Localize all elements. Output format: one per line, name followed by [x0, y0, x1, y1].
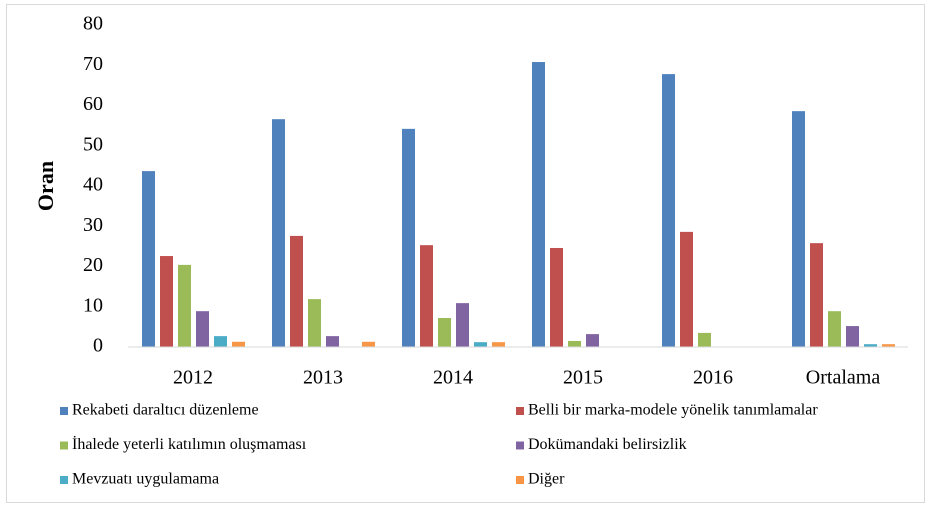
bar [290, 235, 303, 347]
x-tick-label: 2013 [303, 367, 343, 389]
bar [142, 171, 155, 347]
y-tick-label: 60 [83, 93, 103, 115]
x-tick-label: 2016 [693, 367, 733, 389]
chart-border [6, 4, 925, 503]
y-tick-label: 10 [83, 294, 103, 316]
bar [474, 342, 487, 347]
legend-label: Dokümandaki belirsizlik [528, 436, 687, 453]
bar [586, 334, 599, 347]
bar [214, 336, 227, 347]
x-tick-label: 2012 [173, 367, 213, 389]
legend-swatch [516, 407, 524, 415]
bar [792, 111, 805, 347]
legend-label: İhalede yeterli katılımın oluşmaması [72, 435, 307, 453]
bar [456, 303, 469, 347]
bar [568, 340, 581, 347]
legend-swatch [60, 441, 68, 450]
bar [178, 264, 191, 347]
y-tick-label: 70 [83, 53, 103, 75]
bar [846, 326, 859, 347]
bar [550, 247, 563, 347]
legend-swatch [516, 441, 524, 450]
bar [882, 344, 895, 347]
bar [828, 311, 841, 347]
bar [196, 311, 209, 347]
bar [232, 341, 245, 347]
bar [532, 62, 545, 347]
y-tick-label: 30 [83, 214, 103, 236]
bar [810, 243, 823, 347]
legend-label: Belli bir marka-modele yönelik tanımlama… [528, 402, 818, 419]
x-tick-label: 2015 [563, 367, 603, 389]
x-tick-label: 2014 [433, 367, 473, 389]
y-tick-label: 40 [83, 174, 103, 196]
bar [680, 231, 693, 347]
bar [492, 342, 505, 347]
legend-swatch [60, 407, 68, 415]
legend-swatch [516, 476, 524, 484]
bar [362, 341, 375, 347]
x-tick-label: Ortalama [806, 367, 881, 389]
bar [160, 256, 173, 347]
bar [326, 336, 339, 347]
legend-swatch [60, 476, 68, 484]
bar [420, 245, 433, 347]
y-tick-label: 0 [93, 335, 103, 357]
bar [402, 128, 415, 347]
y-tick-label: 20 [83, 254, 103, 276]
bar [308, 299, 321, 347]
y-tick-label: 50 [83, 133, 103, 155]
bar [864, 344, 877, 347]
legend-label: Rekabeti daraltıcı düzenleme [72, 402, 259, 419]
bar [272, 119, 285, 347]
y-axis-title: Oran [33, 161, 58, 211]
bar [698, 332, 711, 347]
bar [438, 318, 451, 347]
legend-label: Mevzuatı uygulamama [72, 471, 219, 488]
y-tick-label: 80 [83, 13, 103, 35]
bar [662, 74, 675, 347]
legend-label: Diğer [528, 471, 565, 488]
